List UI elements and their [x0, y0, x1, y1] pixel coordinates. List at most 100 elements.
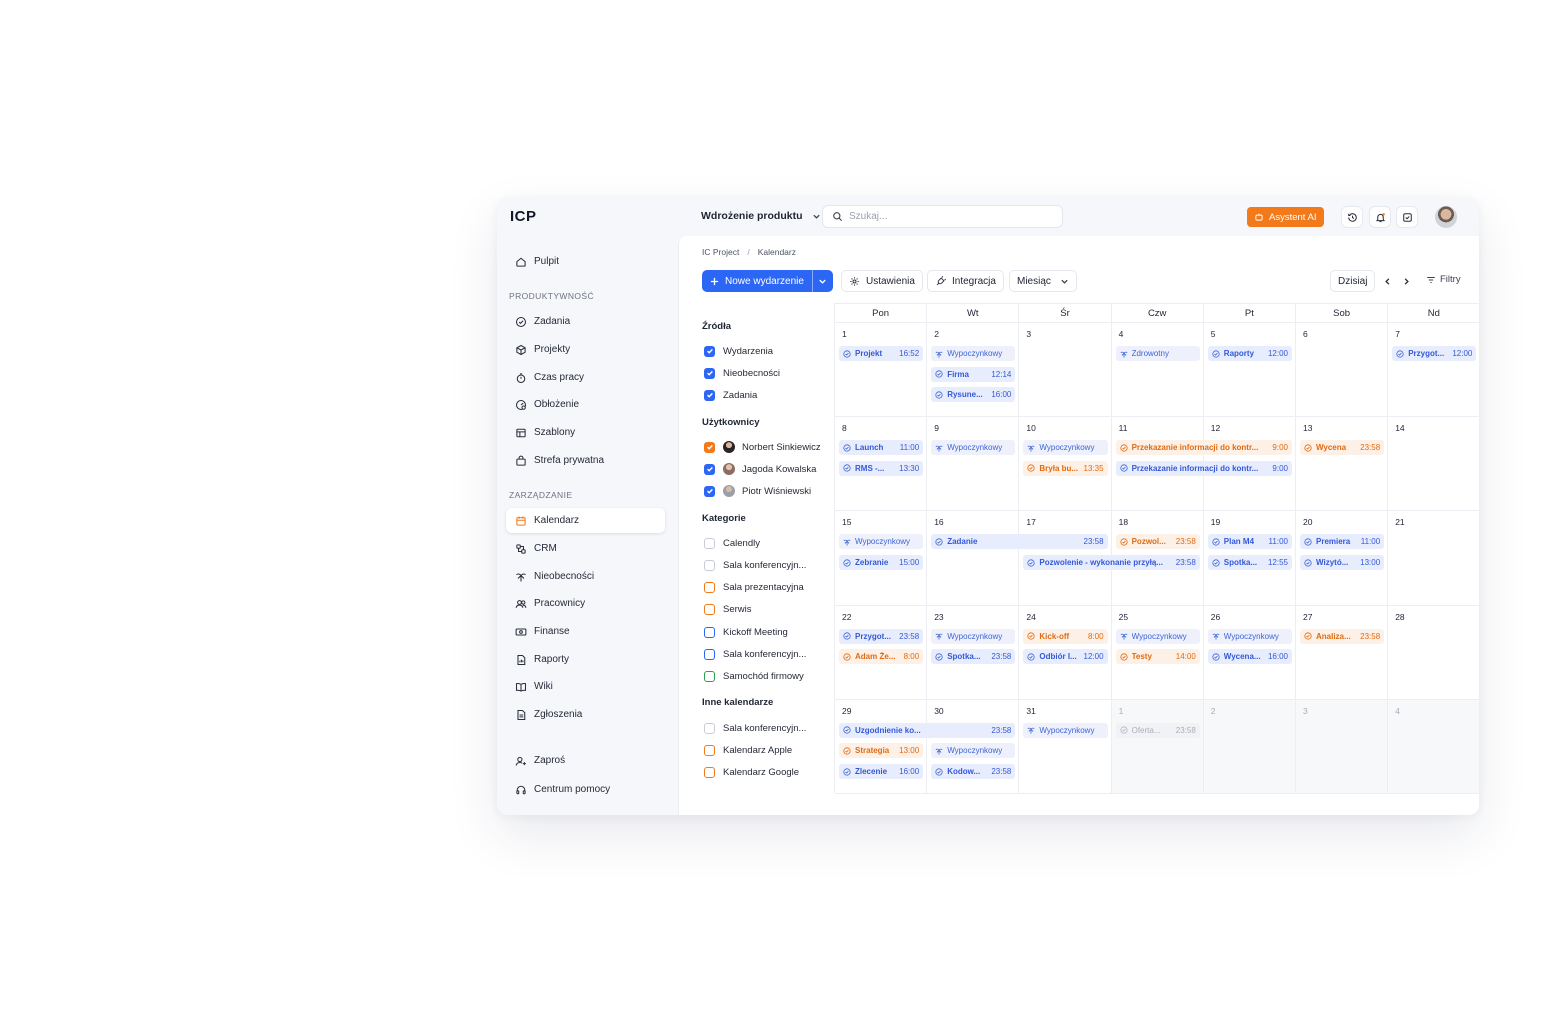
nav-absences[interactable]: Nieobecności	[506, 564, 665, 589]
checkbox-checked[interactable]	[704, 463, 715, 475]
category-item[interactable]: Sala prezentacyjna	[704, 580, 804, 594]
nav-worktime[interactable]: Czas pracy	[506, 365, 665, 390]
other-calendar-item[interactable]: Kalendarz Apple	[704, 743, 792, 757]
absence-event[interactable]: Wypoczynkowy	[1115, 628, 1200, 644]
calendar-event[interactable]: Adam Że... 8:00	[839, 649, 924, 665]
day-cell[interactable]	[835, 699, 928, 794]
calendar-event[interactable]: Premiera 11:00	[1300, 534, 1385, 550]
checkbox-checked[interactable]	[704, 367, 715, 379]
absence-event[interactable]: Wypoczynkowy	[1023, 722, 1108, 738]
checkbox-unchecked[interactable]	[704, 648, 715, 660]
nav-tickets[interactable]: Zgłoszenia	[506, 702, 665, 727]
user-item[interactable]: Norbert Sinkiewicz	[704, 440, 821, 454]
checkbox-unchecked[interactable]	[704, 537, 715, 549]
prev-month-button[interactable]	[1380, 274, 1394, 288]
breadcrumb-root[interactable]: IC Project	[702, 247, 740, 257]
calendar-event[interactable]: Kick-off 8:00	[1023, 628, 1108, 644]
checkbox-unchecked[interactable]	[704, 603, 715, 615]
day-cell[interactable]	[1203, 605, 1296, 700]
calendar-event[interactable]: Plan M4 11:00	[1207, 534, 1292, 550]
absence-event[interactable]: Wypoczynkowy	[931, 628, 1016, 644]
day-cell[interactable]	[835, 323, 928, 418]
absence-event[interactable]: Wypoczynkowy	[931, 743, 1016, 759]
calendar-event[interactable]: Przygot... 23:58	[839, 628, 924, 644]
view-select[interactable]: Miesiąc	[1009, 270, 1077, 292]
calendar-event[interactable]: Przygot... 12:00	[1392, 346, 1477, 361]
nav-private-zone[interactable]: Strefa prywatna	[506, 448, 665, 473]
day-cell[interactable]	[835, 511, 928, 606]
day-cell[interactable]	[1019, 699, 1112, 794]
project-selector[interactable]: Wdrożenie produktu	[701, 210, 821, 222]
user-avatar[interactable]	[1435, 206, 1457, 228]
calendar-event[interactable]: Strategia 13:00	[839, 743, 924, 759]
day-cell[interactable]	[927, 417, 1020, 512]
ai-assistant-button[interactable]: Asystent AI	[1247, 207, 1324, 227]
nav-crm[interactable]: CRM	[506, 536, 665, 561]
notifications-button[interactable]	[1369, 206, 1391, 228]
absence-event[interactable]: Wypoczynkowy	[1207, 628, 1292, 644]
calendar-event[interactable]: Testy 14:00	[1115, 649, 1200, 665]
checkbox-unchecked[interactable]	[704, 766, 715, 778]
calendar-event[interactable]: Przekazanie informacji do kontr... 9:00	[1115, 460, 1292, 476]
nav-tasks[interactable]: Zadania	[506, 309, 665, 334]
calendar-event[interactable]: Pozwolenie - wykonanie przyłą... 23:58	[1023, 555, 1200, 570]
nav-invite[interactable]: Zaproś	[506, 748, 665, 773]
calendar-event[interactable]: Rysune... 16:00	[931, 387, 1016, 403]
calendar-event[interactable]: Przekazanie informacji do kontr... 9:00	[1115, 440, 1292, 456]
day-cell[interactable]	[1111, 699, 1204, 794]
category-item[interactable]: Calendly	[704, 536, 760, 550]
calendar-event[interactable]: Spotka... 23:58	[931, 649, 1016, 665]
checkbox-unchecked[interactable]	[704, 626, 715, 638]
user-item[interactable]: Piotr Wiśniewski	[704, 484, 811, 498]
nav-workload[interactable]: Obłożenie	[506, 392, 665, 417]
new-event-button[interactable]: Nowe wydarzenie	[702, 270, 812, 292]
day-cell[interactable]	[1388, 323, 1479, 418]
today-button[interactable]: Dzisiaj	[1330, 270, 1376, 292]
absence-event[interactable]: Zdrowotny	[1115, 346, 1200, 361]
source-item[interactable]: Zadania	[704, 388, 757, 402]
source-item[interactable]: Nieobecności	[704, 366, 780, 380]
history-button[interactable]	[1341, 206, 1363, 228]
day-cell[interactable]	[1019, 417, 1112, 512]
nav-reports[interactable]: Raporty	[506, 647, 665, 672]
calendar-event[interactable]: Oferta... 23:58	[1115, 722, 1200, 738]
checkbox-checked[interactable]	[704, 345, 715, 357]
day-cell[interactable]	[927, 605, 1020, 700]
day-cell[interactable]	[1296, 323, 1389, 418]
day-cell[interactable]	[1388, 511, 1479, 606]
settings-button[interactable]: Ustawienia	[841, 270, 923, 292]
day-cell[interactable]	[1203, 323, 1296, 418]
day-cell[interactable]	[1203, 699, 1296, 794]
calendar-event[interactable]: RMS -... 13:30	[839, 460, 924, 476]
category-item[interactable]: Sala konferencyjn...	[704, 558, 806, 572]
nav-calendar[interactable]: Kalendarz	[506, 508, 665, 533]
checkbox-unchecked[interactable]	[704, 581, 715, 593]
calendar-event[interactable]: Uzgodnienie ko... 23:58	[839, 722, 1016, 738]
day-cell[interactable]	[1388, 417, 1479, 512]
checkbox-checked[interactable]	[704, 441, 715, 453]
day-cell[interactable]	[1111, 323, 1204, 418]
new-event-dropdown[interactable]	[811, 270, 833, 292]
day-cell[interactable]	[1019, 323, 1112, 418]
calendar-event[interactable]: Spotka... 12:55	[1207, 555, 1292, 570]
day-cell[interactable]	[1296, 511, 1389, 606]
tasks-check-button[interactable]	[1396, 206, 1418, 228]
calendar-event[interactable]: Wycena 23:58	[1300, 440, 1385, 456]
calendar-event[interactable]: Odbiór I... 12:00	[1023, 649, 1108, 665]
day-cell[interactable]	[1388, 606, 1479, 700]
day-cell[interactable]	[1296, 605, 1389, 700]
calendar-event[interactable]: Bryła bu... 13:35	[1023, 460, 1108, 476]
nav-templates[interactable]: Szablony	[506, 420, 665, 445]
nav-finance[interactable]: Finanse	[506, 619, 665, 644]
day-cell[interactable]	[1111, 605, 1204, 700]
day-cell[interactable]	[835, 417, 928, 512]
checkbox-unchecked[interactable]	[704, 559, 715, 571]
checkbox-checked[interactable]	[704, 389, 715, 401]
absence-event[interactable]: Wypoczynkowy	[839, 534, 924, 550]
day-cell[interactable]	[1296, 417, 1389, 512]
calendar-event[interactable]: Zlecenie 16:00	[839, 764, 924, 779]
day-cell[interactable]	[1111, 511, 1204, 606]
checkbox-checked[interactable]	[704, 485, 715, 497]
category-item[interactable]: Sala konferencyjn...	[704, 647, 806, 661]
checkbox-unchecked[interactable]	[704, 744, 715, 756]
